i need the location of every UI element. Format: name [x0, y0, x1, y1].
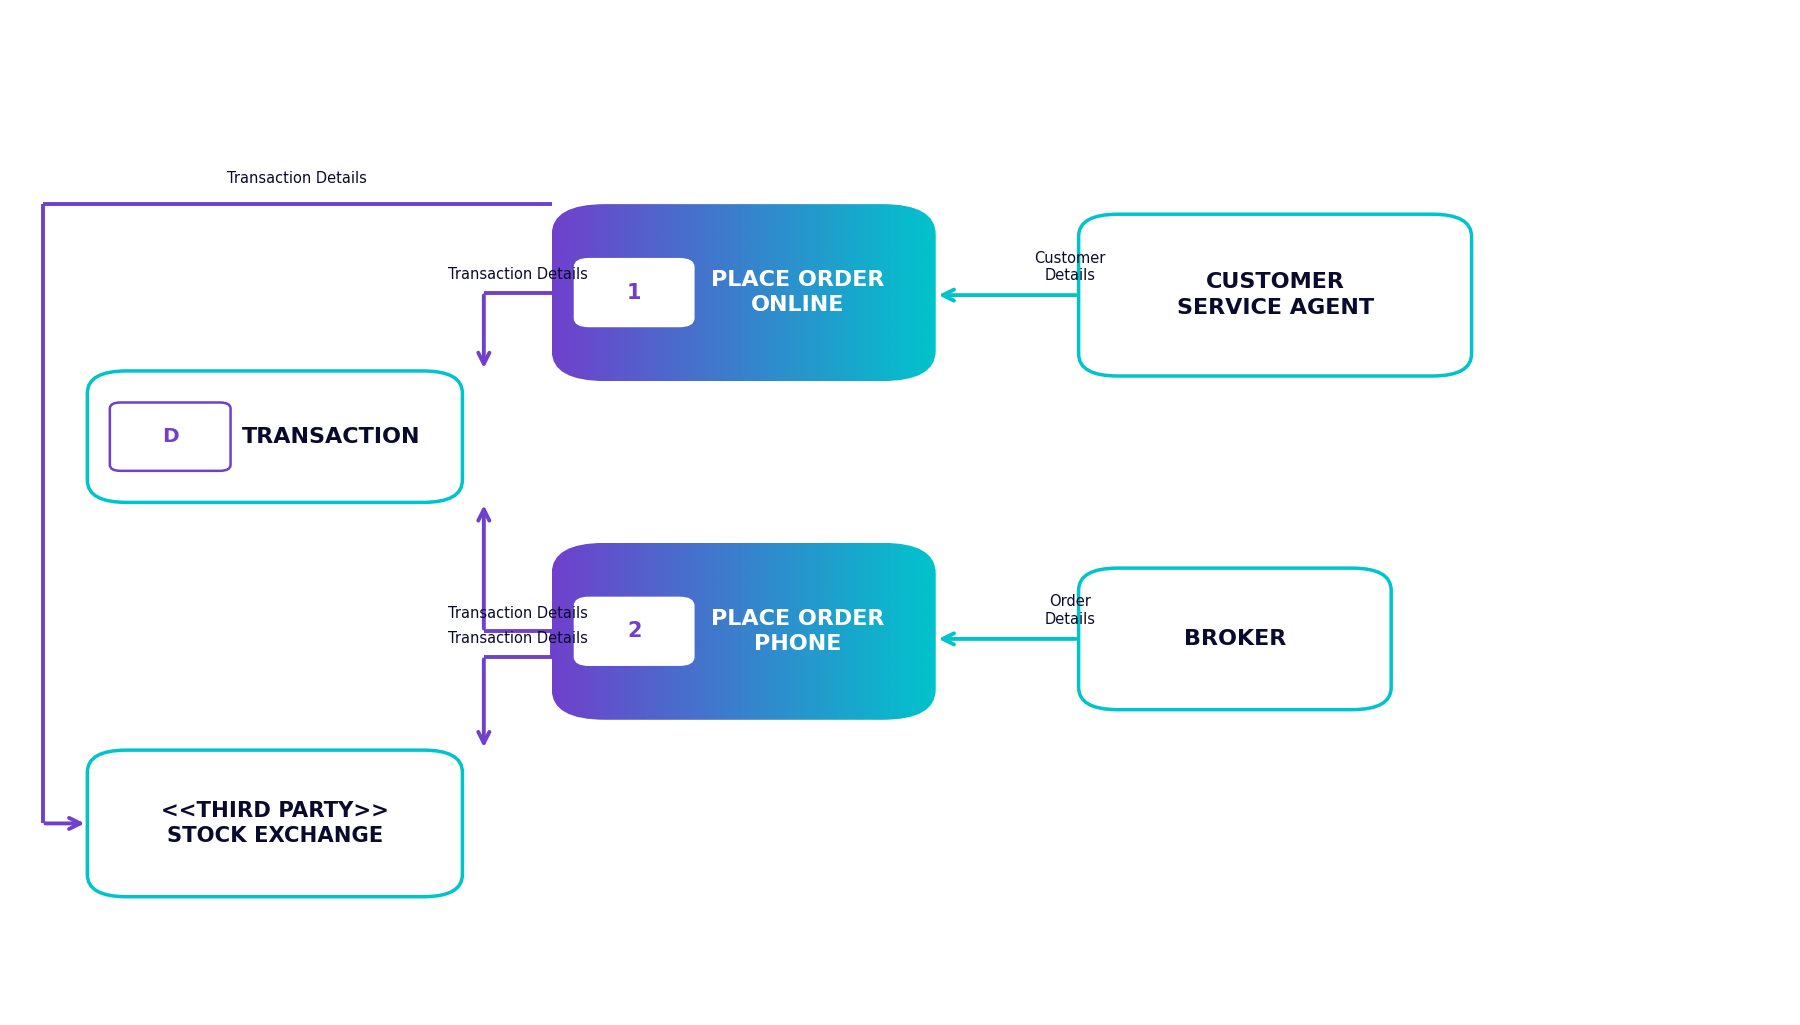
Text: 1: 1 — [626, 283, 641, 302]
Text: Transaction Details: Transaction Details — [448, 268, 589, 283]
Text: Transaction Details: Transaction Details — [448, 606, 589, 621]
FancyBboxPatch shape — [110, 403, 230, 470]
FancyBboxPatch shape — [88, 371, 463, 502]
Text: Customer
Details: Customer Details — [1033, 250, 1105, 283]
FancyBboxPatch shape — [574, 598, 693, 665]
Text: <<THIRD PARTY>>
STOCK EXCHANGE: <<THIRD PARTY>> STOCK EXCHANGE — [160, 801, 389, 847]
FancyBboxPatch shape — [88, 750, 463, 897]
Text: Transaction Details: Transaction Details — [448, 631, 589, 647]
FancyBboxPatch shape — [574, 259, 693, 326]
Text: PLACE ORDER
ONLINE: PLACE ORDER ONLINE — [711, 270, 884, 316]
Text: BROKER: BROKER — [1184, 629, 1285, 649]
Text: TRANSACTION: TRANSACTION — [241, 426, 421, 447]
Text: CUSTOMER
SERVICE AGENT: CUSTOMER SERVICE AGENT — [1177, 273, 1373, 318]
Text: Transaction Details: Transaction Details — [227, 171, 367, 186]
Text: D: D — [162, 427, 178, 446]
Text: PLACE ORDER
PHONE: PLACE ORDER PHONE — [711, 609, 884, 654]
FancyBboxPatch shape — [1078, 568, 1391, 709]
Text: 2: 2 — [626, 621, 641, 642]
Text: Order
Details: Order Details — [1044, 594, 1094, 626]
FancyBboxPatch shape — [1078, 214, 1472, 376]
